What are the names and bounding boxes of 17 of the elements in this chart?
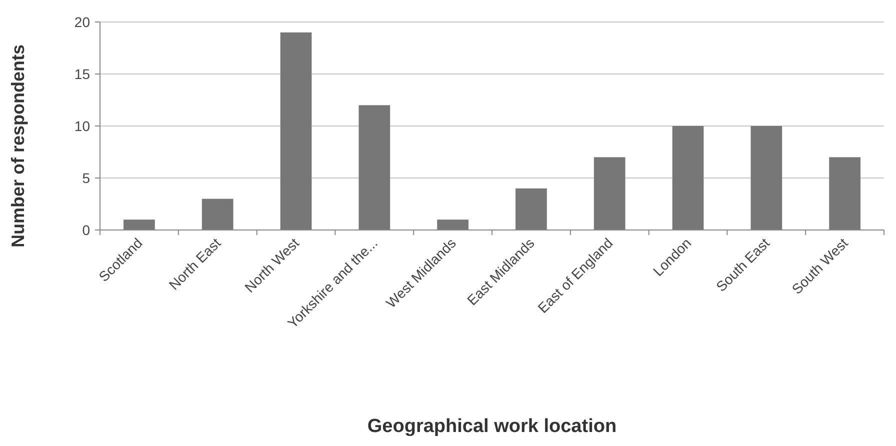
bar: [672, 126, 704, 230]
bar: [202, 198, 234, 230]
bar: [829, 157, 860, 230]
y-axis-title: Number of respondents: [8, 44, 28, 248]
bar: [594, 157, 626, 230]
y-tick-label: 20: [74, 14, 90, 30]
bar: [516, 188, 547, 230]
bar: [280, 32, 312, 230]
bar: [124, 220, 155, 230]
bar: [437, 220, 468, 230]
y-tick-label: 10: [74, 118, 90, 134]
y-tick-label: 5: [82, 170, 90, 186]
bar: [358, 105, 390, 230]
y-tick-label: 15: [74, 66, 90, 82]
x-axis-title: Geographical work location: [367, 416, 617, 437]
y-tick-label: 0: [82, 222, 90, 238]
bar: [750, 126, 782, 230]
